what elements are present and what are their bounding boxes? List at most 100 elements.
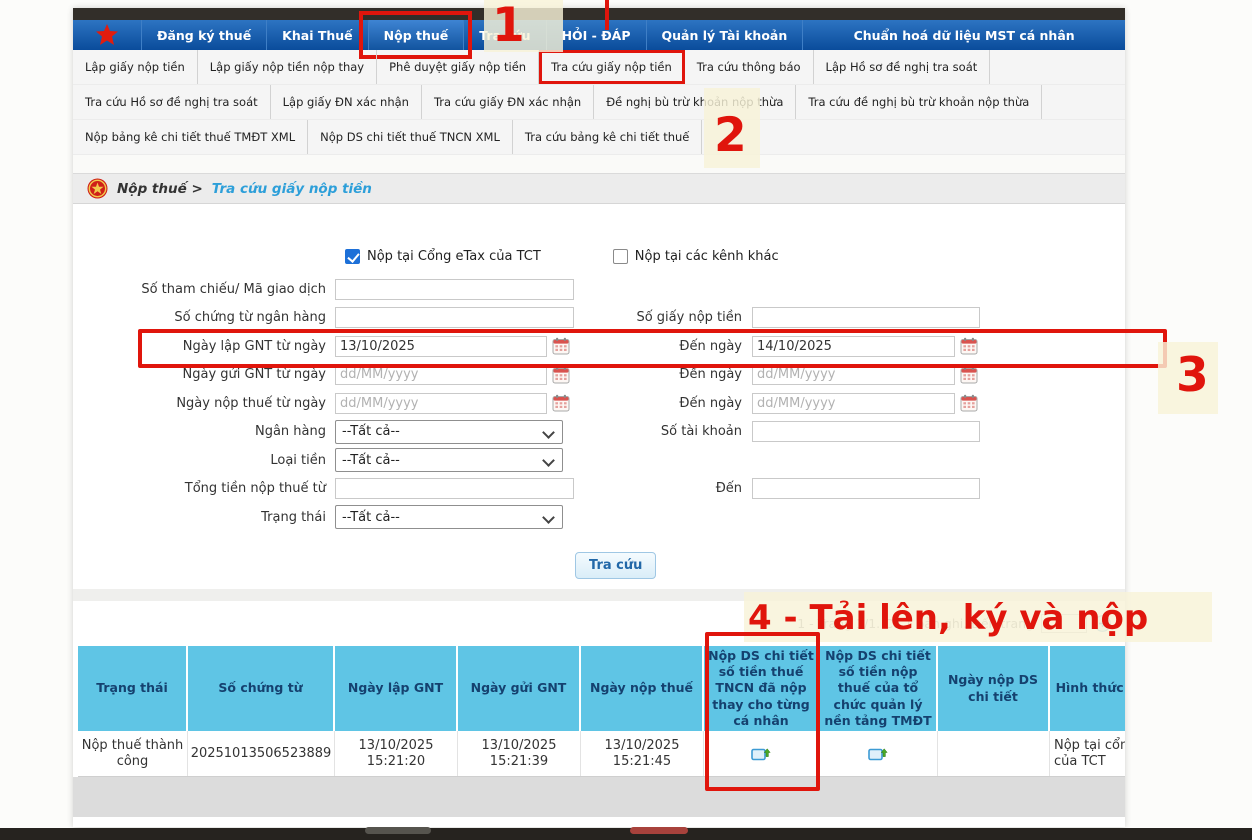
nav-item-nop-thue[interactable]: Nộp thuế	[358, 11, 473, 59]
breadcrumb: Nộp thuế > Tra cứu giấy nộp tiền	[73, 173, 1125, 204]
cell-upload-tmdt	[820, 731, 938, 776]
tab-nop-bang-ke-tmdt-xml[interactable]: Nộp bảng kê chi tiết thuế TMĐT XML	[73, 120, 309, 154]
status-select[interactable]: --Tất cả--	[335, 505, 563, 529]
tab-tra-cuu-ho-so-tra-soat[interactable]: Tra cứu Hồ sơ đề nghị tra soát	[73, 85, 271, 119]
calendar-icon[interactable]	[960, 394, 978, 412]
page-bottom-strip	[73, 817, 1125, 827]
col-ngay-gui-gnt: Ngày gửi GNT	[458, 646, 581, 731]
calendar-icon[interactable]	[552, 366, 570, 384]
tab-tra-cuu-giay-dn-xac-nhan[interactable]: Tra cứu giấy ĐN xác nhận	[422, 85, 595, 119]
subnav-row-2: Tra cứu Hồ sơ đề nghị tra soát Lập giấy …	[73, 85, 1125, 120]
account-input[interactable]	[752, 421, 980, 442]
currency-label: Loại tiền	[270, 452, 326, 468]
results-table: Trạng thái Số chứng từ Ngày lập GNT Ngày…	[78, 646, 1125, 777]
tab-tra-cuu-thong-bao[interactable]: Tra cứu thông báo	[685, 50, 814, 84]
col-so-chung-tu: Số chứng từ	[188, 646, 335, 731]
col-nop-ds-tncn: Nộp DS chi tiết số tiền thuế TNCN đã nộp…	[704, 646, 820, 731]
cell-ds-date	[938, 731, 1050, 776]
col-trang-thai: Trạng thái	[78, 646, 188, 731]
nav-item-khai-thue[interactable]: Khai Thuế	[266, 20, 367, 50]
nav-item-chuan-hoa-mst[interactable]: Chuẩn hoá dữ liệu MST cá nhân	[802, 20, 1125, 50]
bank-select[interactable]: --Tất cả--	[335, 419, 563, 444]
amount-from-input[interactable]	[335, 478, 574, 499]
tab-lap-giay-nop-tien[interactable]: Lập giấy nộp tiền	[73, 50, 198, 84]
checkbox-etax-label: Nộp tại Cổng eTax của TCT	[367, 248, 541, 264]
go-to-page-input[interactable]	[1041, 614, 1087, 633]
nav-item-hoi-dap[interactable]: HỎI - ĐÁP	[545, 20, 646, 50]
calendar-icon[interactable]	[552, 337, 570, 355]
subnav-row-1: Lập giấy nộp tiền Lập giấy nộp tiền nộp …	[73, 50, 1125, 85]
amount-to-input[interactable]	[752, 478, 980, 499]
pagination-text: 1 - Trang 1/1. Có 1 bản ghi. Đến trang	[797, 616, 1034, 631]
tab-lap-giay-dn-xac-nhan[interactable]: Lập giấy ĐN xác nhận	[271, 85, 422, 119]
calendar-icon[interactable]	[960, 366, 978, 384]
gdt-logo-icon	[96, 24, 118, 45]
annotation-step-3: 3	[1176, 348, 1209, 403]
table-header: Trạng thái Số chứng từ Ngày lập GNT Ngày…	[78, 646, 1125, 731]
paid-to-label: Đến ngày	[679, 395, 742, 411]
currency-select[interactable]: --Tất cả--	[335, 448, 563, 472]
table-footer-area	[73, 777, 1125, 817]
bank-doc-input[interactable]	[335, 307, 574, 328]
nav-item-dang-ky-thue[interactable]: Đăng ký thuế	[141, 20, 266, 50]
tab-lap-giay-nop-tien-nop-thay[interactable]: Lập giấy nộp tiền nộp thay	[198, 50, 378, 84]
go-to-page-icon[interactable]	[1094, 615, 1111, 632]
col-ngay-nop-ds: Ngày nộp DS chi tiết	[938, 646, 1050, 731]
gap-strip	[73, 155, 1125, 173]
tab-lap-ho-so-de-nghi-tra-soat[interactable]: Lập Hồ sơ đề nghị tra soát	[814, 50, 991, 84]
created-from-input[interactable]	[335, 335, 547, 357]
upload-tncn-icon[interactable]	[751, 745, 772, 762]
paid-from-label: Ngày nộp thuế từ ngày	[176, 395, 326, 411]
device-bottom-bar	[0, 828, 1252, 840]
ref-label: Số tham chiếu/ Mã giao dịch	[141, 281, 326, 297]
tab-phe-duyet-giay-nop-tien[interactable]: Phê duyệt giấy nộp tiền	[377, 50, 540, 84]
bank-doc-label: Số chứng từ ngân hàng	[174, 310, 326, 325]
col-nop-ds-tmdt: Nộp DS chi tiết số tiền nộp thuế của tổ …	[820, 646, 938, 731]
sent-to-input[interactable]	[752, 364, 955, 385]
nav-item-quan-ly-tai-khoan[interactable]: Quản lý Tài khoản	[645, 20, 803, 50]
table-row: Nộp thuế thành công 20251013506523889 13…	[78, 731, 1125, 777]
col-hinh-thuc-nop: Hình thức nộp	[1050, 646, 1125, 731]
bottom-bar-gray-pill	[365, 827, 431, 834]
checkbox-etax-channel[interactable]	[345, 248, 360, 264]
bank-label: Ngân hàng	[254, 424, 326, 439]
tab-tra-cuu-giay-nop-tien[interactable]: Tra cứu giấy nộp tiền	[539, 50, 685, 84]
nav-item-tra-cuu[interactable]: Tra cứu	[463, 20, 545, 50]
cell-method: Nộp tại cổng của TCT	[1050, 731, 1125, 776]
ref-input[interactable]	[335, 278, 574, 300]
section-divider	[73, 589, 1125, 601]
sent-from-input[interactable]	[335, 364, 547, 385]
tab-de-nghi-bu-tru[interactable]: Đề nghị bù trừ khoản nộp thừa	[594, 85, 797, 119]
payment-slip-input[interactable]	[752, 307, 980, 328]
created-to-input[interactable]	[752, 335, 955, 357]
amount-from-label: Tổng tiền nộp thuế từ	[184, 481, 326, 496]
tab-nop-ds-tncn-xml[interactable]: Nộp DS chi tiết thuế TNCN XML	[308, 120, 513, 154]
col-ngay-nop-thue: Ngày nộp thuế	[581, 646, 704, 731]
account-label: Số tài khoản	[660, 424, 742, 439]
bottom-bar-red-pill	[630, 827, 688, 834]
amount-to-label: Đến	[715, 481, 742, 496]
pagination: 1 - Trang 1/1. Có 1 bản ghi. Đến trang	[73, 601, 1125, 646]
cell-sent: 13/10/2025 15:21:39	[458, 731, 581, 776]
search-button[interactable]: Tra cứu	[575, 552, 657, 579]
checkbox-other-channel[interactable]	[612, 248, 628, 264]
checkbox-other-label: Nộp tại các kênh khác	[634, 248, 779, 264]
sent-to-label: Đến ngày	[679, 367, 742, 382]
upload-tmdt-icon[interactable]	[868, 745, 889, 762]
cell-doc-no: 20251013506523889	[188, 731, 335, 776]
paid-to-input[interactable]	[752, 392, 955, 414]
paid-from-input[interactable]	[335, 392, 547, 414]
calendar-icon[interactable]	[552, 394, 570, 412]
status-label: Trạng thái	[261, 509, 326, 525]
main-nav: Đăng ký thuế Khai Thuế Nộp thuế Tra cứu …	[73, 11, 1125, 59]
calendar-icon[interactable]	[960, 337, 978, 355]
breadcrumb-current[interactable]: Tra cứu giấy nộp tiền	[211, 180, 372, 197]
etax-page: Đăng ký thuế Khai Thuế Nộp thuế Tra cứu …	[73, 8, 1125, 827]
tab-tra-cuu-bang-ke[interactable]: Tra cứu bảng kê chi tiết thuế	[513, 120, 703, 154]
col-ngay-lap-gnt: Ngày lập GNT	[335, 646, 458, 731]
breadcrumb-section: Nộp thuế >	[117, 180, 203, 197]
created-to-label: Đến ngày	[679, 338, 742, 354]
top-dark-strip	[73, 8, 1125, 20]
results-section: 1 - Trang 1/1. Có 1 bản ghi. Đến trang T…	[73, 601, 1125, 827]
tab-tra-cuu-de-nghi-bu-tru[interactable]: Tra cứu đề nghị bù trừ khoản nộp thừa	[796, 85, 1043, 119]
